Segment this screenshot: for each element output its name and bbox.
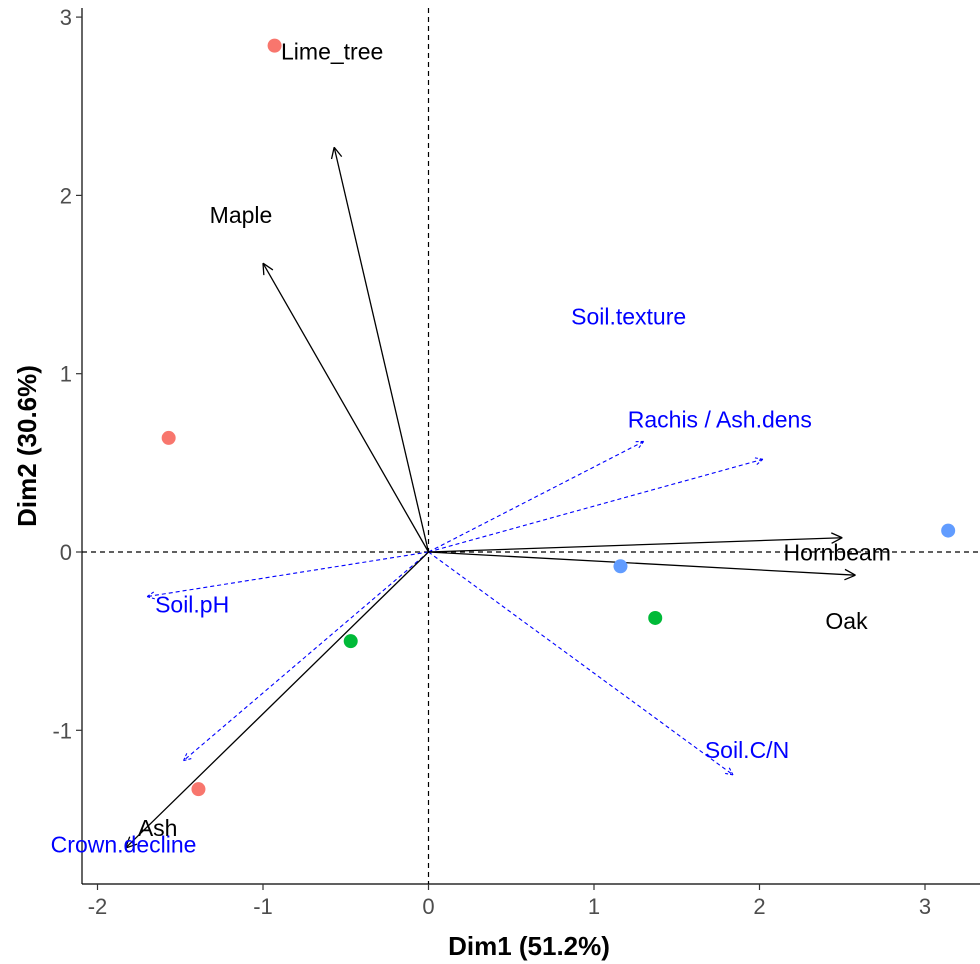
x-tick-label: -2	[88, 894, 108, 919]
vector-label: Soil.texture	[571, 303, 686, 329]
axes	[81, 8, 980, 885]
species-vector-arrow	[428, 532, 843, 553]
x-axis-title: Dim1 (51.2%)	[448, 931, 610, 961]
env-vector-arrow-shaft	[147, 551, 429, 598]
species-vector-arrow-head	[125, 836, 131, 849]
y-tick-label: 3	[60, 5, 72, 30]
x-tick-label: 3	[919, 894, 931, 919]
species-vector-arrow-head	[831, 537, 843, 544]
vector-label: Oak	[825, 608, 868, 634]
x-tick-label: 1	[588, 894, 600, 919]
env-vector-arrow-head	[728, 766, 734, 776]
env-vector-arrow-shaft	[428, 551, 734, 776]
site-point	[267, 38, 282, 53]
species-vector-arrow-shaft	[125, 551, 429, 849]
species-vector-arrow-shaft	[428, 551, 856, 576]
env-vector-arrow	[428, 440, 645, 553]
env-vector-arrow-shaft	[183, 551, 429, 762]
vector-label: Ash	[138, 815, 178, 841]
y-tick-label: 0	[60, 540, 72, 565]
y-tick-label: -1	[52, 718, 72, 743]
env-vector-arrow-head	[753, 457, 763, 460]
x-tick-label: 0	[422, 894, 434, 919]
species-vector-arrow	[428, 551, 856, 581]
species-vector-arrow-shaft	[333, 147, 430, 553]
env-vector-arrow	[428, 551, 734, 776]
species-vector-arrow-head	[844, 574, 856, 581]
site-point	[941, 523, 956, 538]
species-vectors	[125, 146, 856, 849]
species-vector-arrow-head	[330, 147, 335, 160]
vector-label: Hornbeam	[784, 540, 891, 566]
species-vector-arrow-head	[333, 146, 343, 158]
reference-lines	[82, 8, 980, 884]
environment-vectors	[146, 440, 764, 776]
vector-label: Maple	[210, 202, 273, 228]
env-vector-arrow-head	[146, 596, 156, 600]
vector-label: Soil.C/N	[705, 737, 789, 763]
vector-label: Lime_tree	[281, 38, 383, 64]
vector-labels: Lime_tree Maple Hornbeam Oak Ash Soil.texture…	[51, 38, 891, 857]
env-vector-arrow-head	[183, 752, 188, 761]
species-vector-arrow-head	[262, 263, 265, 276]
species-vector-arrow-head	[125, 843, 138, 849]
y-tick-label: 1	[60, 362, 72, 387]
species-vector-arrow-head	[262, 262, 274, 271]
species-vector-arrow	[330, 146, 430, 553]
x-tick-label: -1	[253, 894, 273, 919]
species-vector-arrow-shaft	[262, 262, 430, 553]
env-vector-arrow-head	[755, 458, 764, 466]
env-vector-arrow-head	[724, 772, 734, 776]
species-vector-arrow	[125, 551, 429, 849]
env-vector-arrow	[146, 551, 429, 600]
env-vector-arrow-head	[183, 757, 193, 762]
species-vector-arrow-head	[844, 568, 856, 576]
env-vector-arrow-shaft	[428, 458, 763, 553]
site-point	[648, 610, 663, 625]
env-vector-arrow	[428, 457, 764, 553]
site-points	[161, 38, 956, 797]
species-vector-arrow	[262, 262, 430, 553]
axis-ticks: -2 -1 0 1 2 3 -1 0 1 2 3	[52, 5, 931, 919]
env-vector-arrow	[183, 551, 429, 762]
env-vector-arrow-head	[146, 590, 155, 598]
site-point	[161, 430, 176, 445]
env-vector-arrow-head	[637, 441, 645, 449]
species-vector-arrow-head	[831, 532, 843, 539]
y-axis-title: Dim2 (30.6%)	[12, 365, 42, 527]
vector-label: Soil.pH	[155, 592, 229, 618]
site-point	[343, 634, 358, 649]
x-tick-label: 2	[753, 894, 765, 919]
vector-label: Crown.decline	[51, 832, 197, 858]
env-vector-arrow-shaft	[428, 440, 644, 553]
vector-label: Rachis / Ash.dens	[628, 406, 812, 432]
site-point	[613, 559, 628, 574]
site-point	[191, 782, 206, 797]
species-vector-arrow-shaft	[428, 537, 843, 553]
y-tick-label: 2	[60, 183, 72, 208]
